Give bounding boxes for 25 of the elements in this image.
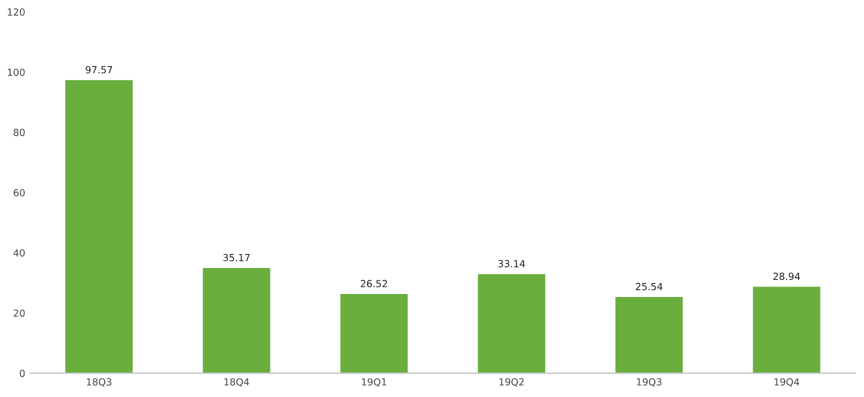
x-tick-label: 19Q4 xyxy=(774,378,800,387)
data-label: 97.57 xyxy=(86,66,112,74)
data-label: 25.54 xyxy=(636,282,662,290)
x-tick-label: 19Q2 xyxy=(500,378,524,387)
data-label: 28.94 xyxy=(773,272,800,280)
y-tick-label: 20 xyxy=(14,309,25,317)
data-label: 35.17 xyxy=(223,254,250,262)
bar xyxy=(338,292,410,374)
y-tick-label: 60 xyxy=(14,189,25,196)
y-tick-label: 100 xyxy=(8,68,25,76)
y-tick-label: 40 xyxy=(13,249,25,257)
x-tick-label: 19Q1 xyxy=(362,378,386,387)
bar xyxy=(614,296,684,374)
bar xyxy=(201,266,272,374)
bar xyxy=(476,272,547,374)
bar xyxy=(64,78,134,374)
bar xyxy=(752,285,822,374)
data-label: 33.14 xyxy=(498,260,525,268)
data-label: 26.52 xyxy=(360,280,387,288)
x-tick-label: 18Q4 xyxy=(224,378,250,387)
y-tick-label: 120 xyxy=(8,8,25,16)
y-tick-label: 0 xyxy=(20,370,25,378)
y-tick-label: 80 xyxy=(14,128,25,136)
x-tick-label: 19Q3 xyxy=(637,378,662,387)
x-tick-label: 18Q3 xyxy=(86,378,112,387)
